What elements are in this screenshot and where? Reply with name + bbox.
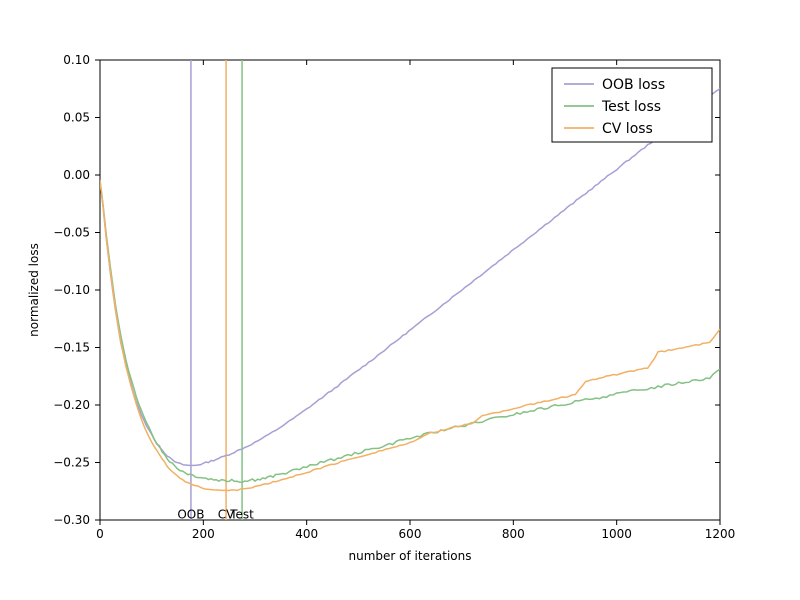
x-tick-label: 1000	[601, 527, 632, 541]
legend-label: OOB loss	[602, 77, 665, 93]
y-tick-label: −0.30	[53, 513, 90, 527]
chart-container: 0 200 400 600 800 1000 1200 −0.30 −0.25 −0.20 −0.1…	[0, 0, 800, 600]
x-tick-label: 400	[295, 527, 318, 541]
vline-label-oob: OOB	[177, 507, 204, 521]
series-test-loss	[100, 180, 720, 482]
x-tick-label: 200	[192, 527, 215, 541]
x-tick-label: 600	[399, 527, 422, 541]
chart-svg: 0 200 400 600 800 1000 1200 −0.30 −0.25 −0.20 −0.1…	[0, 0, 800, 600]
series-oob-loss	[100, 89, 720, 466]
y-tick-label: −0.05	[53, 226, 90, 240]
x-tick-label: 0	[96, 527, 104, 541]
y-tick-label: 0.05	[63, 111, 90, 125]
y-tick-label: 0.10	[63, 53, 90, 67]
legend-label: CV loss	[602, 121, 653, 137]
vline-label-test: Test	[229, 507, 254, 521]
x-axis-label: number of iterations	[349, 549, 472, 563]
y-tick-label: −0.10	[53, 283, 90, 297]
y-tick-label: −0.20	[53, 398, 90, 412]
series-cv-loss	[100, 180, 720, 490]
x-tick-label: 800	[502, 527, 525, 541]
y-tick-label: −0.25	[53, 456, 90, 470]
y-axis-label: normalized loss	[27, 243, 41, 337]
legend-label: Test loss	[601, 99, 661, 115]
y-tick-label: 0.00	[63, 168, 90, 182]
y-tick-label: −0.15	[53, 341, 90, 355]
x-tick-label: 1200	[705, 527, 736, 541]
